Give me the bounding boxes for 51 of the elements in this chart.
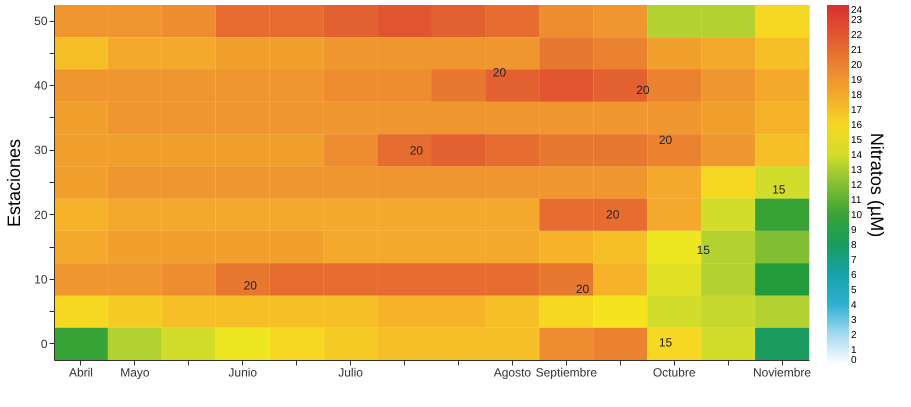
color-bar-title: Nitratos (µM) (867, 132, 887, 238)
annotation: 20 (658, 132, 673, 147)
annotation: 15 (772, 182, 786, 197)
color-bar-label: 0 (851, 355, 857, 366)
color-bar-label: 4 (851, 300, 857, 311)
x-tick-label: Noviembre (753, 366, 812, 380)
color-bar-label: 15 (851, 135, 863, 146)
color-bar-label: 20 (851, 60, 863, 71)
x-tick-label: Mayo (120, 366, 150, 380)
annotation: 20 (410, 144, 424, 158)
y-axis-title: Estaciones (4, 138, 24, 228)
color-bar-label: 8 (851, 240, 857, 251)
x-tick-label: Junio (228, 366, 258, 380)
annotation: 15 (658, 335, 673, 350)
annotation: 20 (492, 65, 506, 80)
color-bar-label: 5 (851, 285, 857, 296)
color-bar-label: 13 (851, 165, 863, 176)
color-bar-label: 12 (851, 180, 863, 191)
annotation: 15 (696, 242, 710, 257)
color-bar-label: 17 (851, 105, 863, 116)
color-bar-label: 19 (851, 75, 863, 86)
y-tick-label: 10 (34, 272, 48, 286)
x-tick-label: Octubre (652, 366, 696, 380)
annotation: 20 (606, 207, 620, 222)
y-tick-label: 0 (40, 336, 48, 351)
color-bar-label: 23 (851, 15, 863, 26)
color-bar-label: 16 (851, 120, 863, 131)
color-bar-label: 21 (851, 45, 863, 56)
color-bar-label: 3 (851, 315, 857, 326)
x-tick-label: Julio (338, 366, 364, 380)
color-bar-label: 1 (851, 345, 857, 356)
color-bar-label: 2 (851, 330, 857, 341)
color-bar-label: 18 (851, 90, 863, 101)
annotation: 20 (576, 282, 590, 296)
color-bar-label: 22 (851, 30, 863, 41)
color-bar-label: 24 (851, 5, 863, 16)
color-bar-label: 6 (851, 270, 857, 281)
color-bar-label: 11 (851, 195, 862, 206)
color-bar-label: 9 (851, 225, 857, 236)
color-bar-label: 10 (851, 210, 863, 221)
color-bar-label: 7 (851, 255, 857, 266)
y-tick-label: 50 (34, 14, 48, 28)
x-tick-label: Agosto (494, 366, 532, 380)
annotation: 20 (636, 83, 650, 98)
x-tick-label: Septiembre (536, 366, 598, 380)
y-tick-label: 30 (34, 143, 48, 158)
annotation: 20 (244, 278, 258, 292)
color-bar-label: 14 (851, 150, 863, 161)
y-tick-label: 20 (34, 208, 48, 222)
y-tick-label: 40 (34, 78, 48, 93)
x-tick-label: Abril (68, 366, 93, 380)
